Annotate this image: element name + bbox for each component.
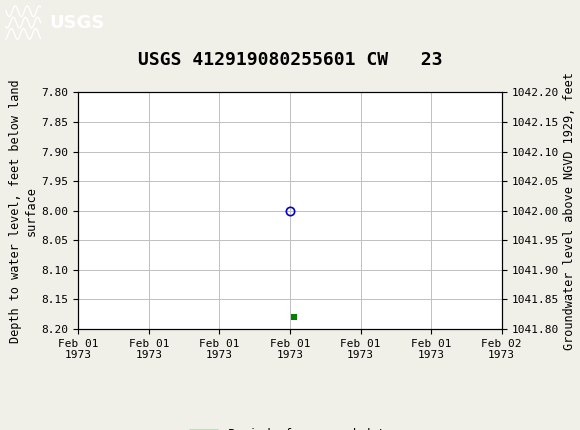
Y-axis label: Depth to water level, feet below land
surface: Depth to water level, feet below land su… <box>9 79 38 343</box>
Text: USGS: USGS <box>49 14 104 31</box>
Y-axis label: Groundwater level above NGVD 1929, feet: Groundwater level above NGVD 1929, feet <box>563 72 576 350</box>
Text: USGS 412919080255601 CW   23: USGS 412919080255601 CW 23 <box>138 51 442 69</box>
Legend: Period of approved data: Period of approved data <box>184 424 396 430</box>
